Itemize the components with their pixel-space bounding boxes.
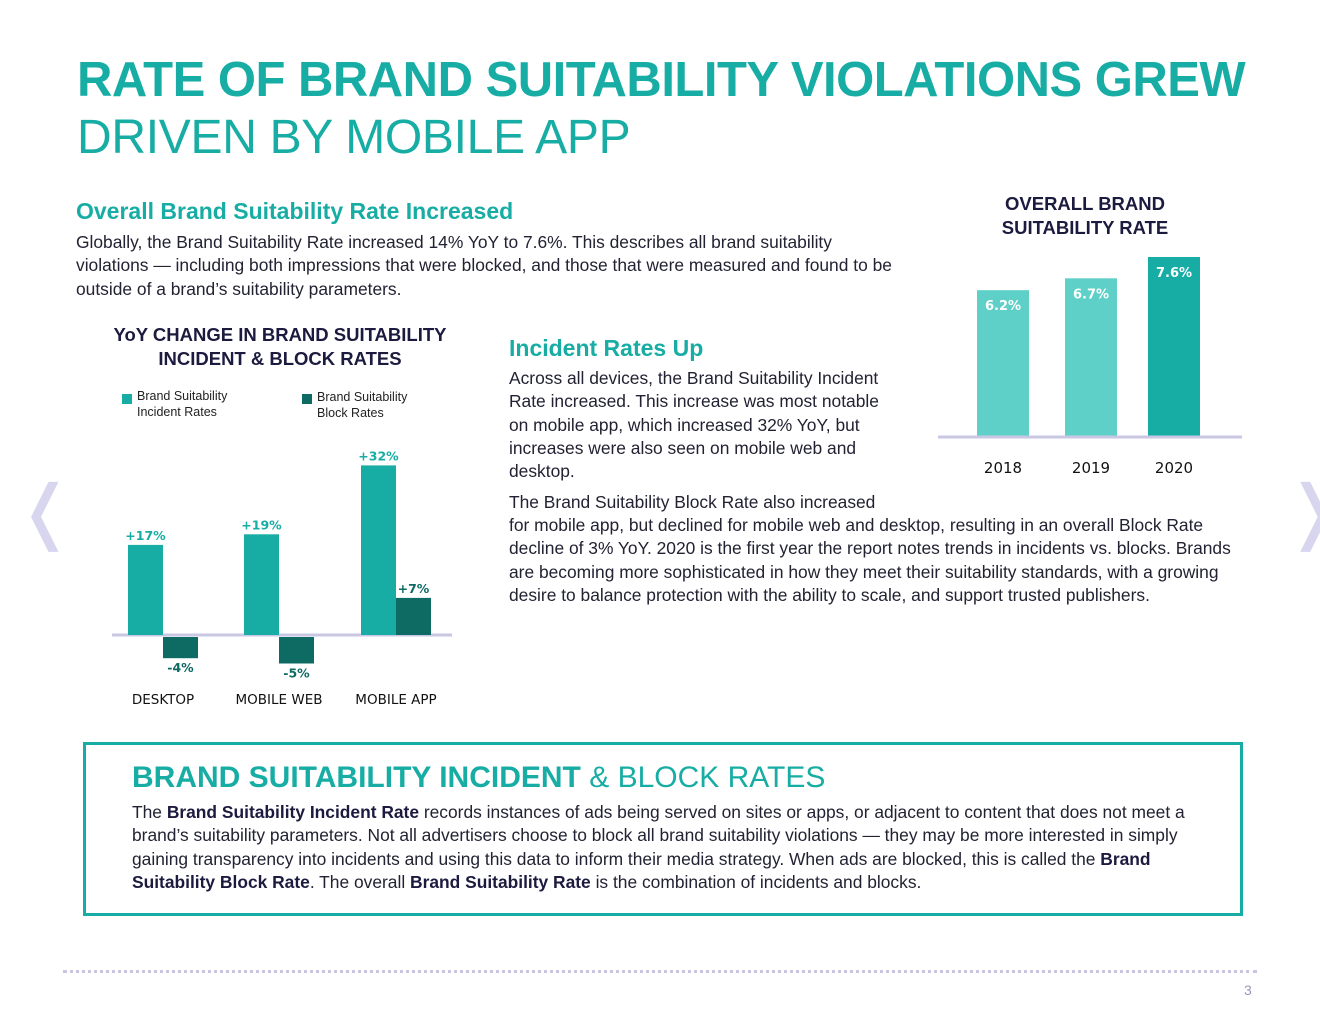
yoy-chart-title-line1: YoY CHANGE IN BRAND SUITABILITY	[113, 324, 447, 345]
overall-chart-title-line1: OVERALL BRAND	[1005, 193, 1165, 214]
overall-chart-title-line2: SUITABILITY RATE	[1001, 217, 1169, 238]
yoy-bar-incident-2	[361, 465, 396, 635]
yoy-category-label: MOBILE WEB	[236, 692, 323, 708]
page-number: 3	[1244, 982, 1252, 998]
yoy-category-label: MOBILE APP	[355, 692, 436, 708]
yoy-data-label: +32%	[358, 448, 399, 463]
yoy-chart-title-line2: INCIDENT & BLOCK RATES	[158, 348, 402, 369]
section-body-overall: Globally, the Brand Suitability Rate inc…	[76, 232, 892, 299]
chevron-left-icon[interactable]: ❬	[16, 472, 75, 550]
yoy-data-label: +7%	[398, 581, 430, 596]
page-title: RATE OF BRAND SUITABILITY VIOLATIONS GRE…	[77, 53, 1246, 107]
legend-label-block: Brand Suitability Block Rates	[317, 390, 408, 420]
overall-data-label: 7.6%	[1156, 266, 1192, 281]
page-subtitle: DRIVEN BY MOBILE APP	[77, 111, 631, 164]
yoy-category-label: DESKTOP	[132, 692, 194, 708]
yoy-bar-incident-1	[244, 534, 279, 635]
overall-year-label: 2019	[1072, 459, 1110, 477]
footer-divider	[63, 970, 1257, 973]
chevron-right-icon[interactable]: ❭	[1284, 476, 1320, 546]
overall-rate-chart: 6.2% 2018 6.7% 2019 7.6% 2020	[938, 257, 1242, 477]
overall-bar-2020	[1148, 257, 1200, 437]
legend-label-incident: Brand Suitability Incident Rates	[137, 389, 228, 419]
definition-heading: BRAND SUITABILITY INCIDENT & BLOCK RATES	[132, 761, 826, 794]
section-body-block-start: The Brand Suitability Block Rate also in…	[509, 492, 876, 512]
yoy-data-label: -4%	[167, 660, 194, 675]
yoy-change-chart: +17% -4% DESKTOP +19% -5% MOBILE WEB +32% +7% MO…	[112, 448, 452, 708]
overall-year-label: 2018	[984, 459, 1022, 477]
yoy-bar-incident-0	[128, 544, 163, 635]
yoy-chart-title: YoY CHANGE IN BRAND SUITABILITY INCIDENT…	[100, 323, 460, 371]
yoy-bar-block-0	[163, 637, 198, 659]
section-heading-overall: Overall Brand Suitability Rate Increased	[76, 198, 514, 224]
yoy-bar-block-2	[396, 597, 431, 635]
overall-year-label: 2020	[1155, 459, 1193, 477]
section-heading-incident: Incident Rates Up	[509, 335, 704, 361]
overall-bar-2018	[977, 290, 1029, 437]
overall-chart-title: OVERALL BRAND SUITABILITY RATE	[970, 192, 1200, 240]
overall-bar-2019	[1065, 278, 1117, 437]
overall-data-label: 6.7%	[1073, 287, 1109, 302]
overall-data-label: 6.2%	[985, 299, 1021, 314]
yoy-data-label: -5%	[283, 666, 310, 681]
definition-box	[83, 742, 1243, 916]
legend-swatch-incident	[122, 394, 132, 404]
section-body-incident: Across all devices, the Brand Suitabilit…	[509, 368, 879, 482]
definition-text: The Brand Suitability Incident Rate reco…	[132, 802, 1185, 893]
section-body-block: for mobile app, but declined for mobile …	[509, 515, 1231, 605]
yoy-bar-block-1	[279, 637, 314, 664]
yoy-data-label: +17%	[125, 528, 166, 543]
yoy-data-label: +19%	[241, 517, 282, 532]
legend-swatch-block	[302, 394, 312, 404]
